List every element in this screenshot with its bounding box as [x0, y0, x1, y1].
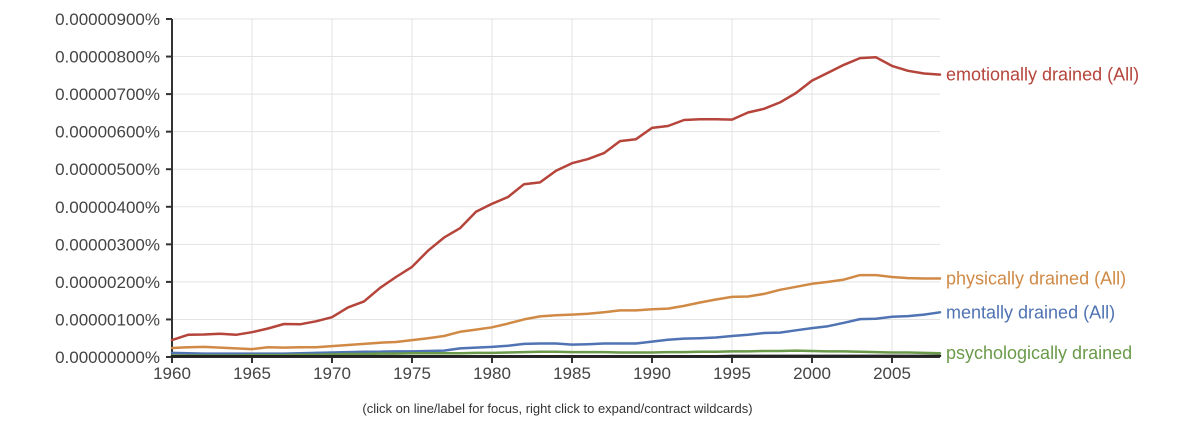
series-line-physically-drained[interactable] — [170, 273, 942, 351]
series-label-mentally-drained[interactable]: mentally drained (All) — [946, 302, 1115, 322]
chart-grid — [171, 18, 940, 358]
y-tick-label: 0.00000200% — [55, 273, 160, 292]
x-tick-label: 1990 — [633, 364, 671, 383]
ngram-chart: 0.00000000% 0.00000100% 0.00000200% 0.00000… — [55, 10, 1139, 383]
x-tick-label: 1980 — [473, 364, 511, 383]
x-tick-label: 1975 — [393, 364, 431, 383]
y-tick-label: 0.00000100% — [55, 310, 160, 329]
series-labels: emotionally drained (All) physically drai… — [946, 65, 1139, 364]
x-axis: 1960 1965 1970 1975 1980 1985 1990 1995 2000 2005 — [153, 356, 940, 383]
series-label-psychologically-drained[interactable]: psychologically drained — [946, 343, 1132, 363]
y-axis: 0.00000000% 0.00000100% 0.00000200% 0.00000… — [55, 10, 173, 367]
y-tick-label: 0.00000600% — [55, 123, 160, 142]
chart-footnote: (click on line/label for focus, right cl… — [362, 401, 753, 416]
series-line-emotionally-drained[interactable] — [170, 56, 942, 342]
x-tick-label: 1960 — [153, 364, 191, 383]
chart-lines — [170, 56, 942, 358]
series-line-psychologically-drained[interactable] — [170, 349, 942, 357]
y-tick-label: 0.00000800% — [55, 48, 160, 67]
series-label-physically-drained[interactable]: physically drained (All) — [946, 269, 1126, 289]
y-tick-label: 0.00000900% — [55, 10, 160, 29]
y-tick-label: 0.00000300% — [55, 235, 160, 254]
x-tick-label: 2005 — [873, 364, 911, 383]
y-tick-label: 0.00000700% — [55, 85, 160, 104]
y-tick-label: 0.00000000% — [55, 348, 160, 367]
x-tick-label: 1995 — [713, 364, 751, 383]
x-tick-label: 1965 — [233, 364, 271, 383]
y-tick-label: 0.00000500% — [55, 160, 160, 179]
series-line-mentally-drained[interactable] — [170, 311, 942, 355]
x-tick-label: 1985 — [553, 364, 591, 383]
x-tick-label: 2000 — [793, 364, 831, 383]
x-tick-label: 1970 — [313, 364, 351, 383]
y-tick-label: 0.00000400% — [55, 198, 160, 217]
series-label-emotionally-drained[interactable]: emotionally drained (All) — [946, 65, 1139, 85]
